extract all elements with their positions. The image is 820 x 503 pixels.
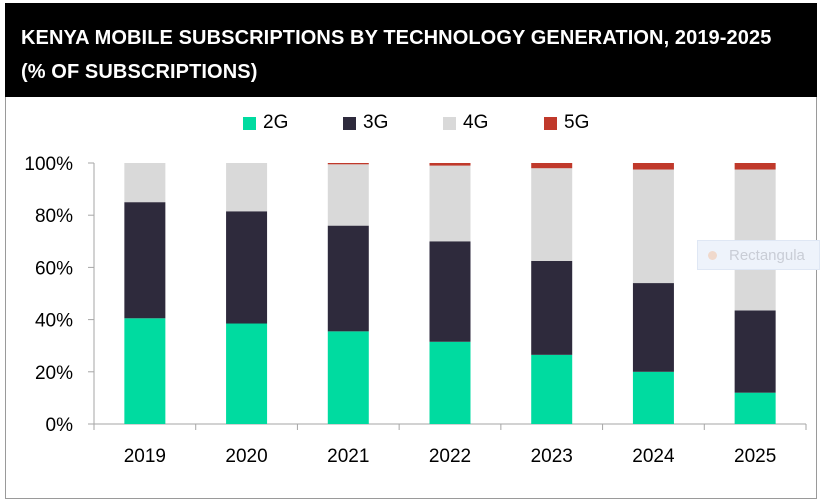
bar-4g-2024 — [632, 169, 674, 284]
legend: 2G 3G 4G 5G — [0, 110, 820, 136]
y-tick-label: 80% — [35, 206, 73, 227]
bar-5g-2022 — [429, 163, 471, 166]
chart-title: KENYA MOBILE SUBSCRIPTIONS BY TECHNOLOGY… — [21, 27, 772, 83]
legend-label-3g: 3G — [363, 112, 389, 133]
y-tick-label: 100% — [24, 154, 73, 175]
bar-3g-2024 — [632, 283, 674, 372]
legend-item-3g: 3G — [343, 110, 388, 136]
y-tick-label: 60% — [35, 258, 73, 279]
y-tick-label: 20% — [35, 363, 73, 384]
bar-2g-2022 — [429, 341, 471, 424]
bar-5g-2021 — [327, 163, 369, 165]
legend-item-2g: 2G — [243, 110, 288, 136]
bar-5g-2025 — [734, 163, 776, 170]
bar-2g-2023 — [531, 354, 573, 424]
x-tick-label: 2020 — [225, 446, 267, 467]
x-tick-label: 2019 — [124, 446, 166, 467]
dot-icon — [708, 250, 717, 260]
legend-label-5g: 5G — [564, 112, 590, 133]
bar-2g-2024 — [632, 371, 674, 424]
legend-swatch-4g — [443, 116, 456, 130]
legend-item-4g: 4G — [443, 110, 488, 136]
bar-3g-2022 — [429, 241, 471, 342]
bar-2g-2019 — [124, 318, 166, 424]
x-tick-label: 2024 — [632, 446, 675, 467]
bar-4g-2020 — [226, 163, 268, 212]
bar-2g-2020 — [226, 323, 268, 424]
bar-3g-2025 — [734, 310, 776, 393]
bar-3g-2020 — [226, 211, 268, 324]
x-tick-label: 2023 — [531, 446, 573, 467]
bar-5g-2024 — [632, 163, 674, 170]
bar-3g-2021 — [327, 225, 369, 332]
x-tick-label: 2025 — [734, 446, 776, 467]
bar-4g-2022 — [429, 165, 471, 242]
bar-2g-2025 — [734, 392, 776, 424]
bar-3g-2019 — [124, 202, 166, 319]
bar-2g-2021 — [327, 331, 369, 424]
y-tick-label: 40% — [35, 311, 73, 332]
bar-3g-2023 — [531, 260, 573, 355]
x-tick-label: 2022 — [429, 446, 471, 467]
x-tick-label: 2021 — [327, 446, 369, 467]
legend-swatch-5g — [544, 116, 557, 130]
overlay-shape-label[interactable]: Rectangula — [697, 240, 820, 270]
legend-label-2g: 2G — [263, 112, 289, 133]
title-bar: KENYA MOBILE SUBSCRIPTIONS BY TECHNOLOGY… — [5, 3, 817, 97]
legend-swatch-3g — [343, 116, 356, 130]
legend-label-4g: 4G — [463, 112, 489, 133]
y-tick-label: 0% — [46, 415, 74, 436]
bar-4g-2019 — [124, 163, 166, 203]
bar-4g-2023 — [531, 168, 573, 261]
overlay-shape-text: Rectangula — [729, 246, 805, 264]
legend-item-5g: 5G — [544, 110, 589, 136]
legend-swatch-2g — [243, 116, 256, 130]
bar-4g-2021 — [327, 164, 369, 226]
bar-5g-2023 — [531, 163, 573, 169]
